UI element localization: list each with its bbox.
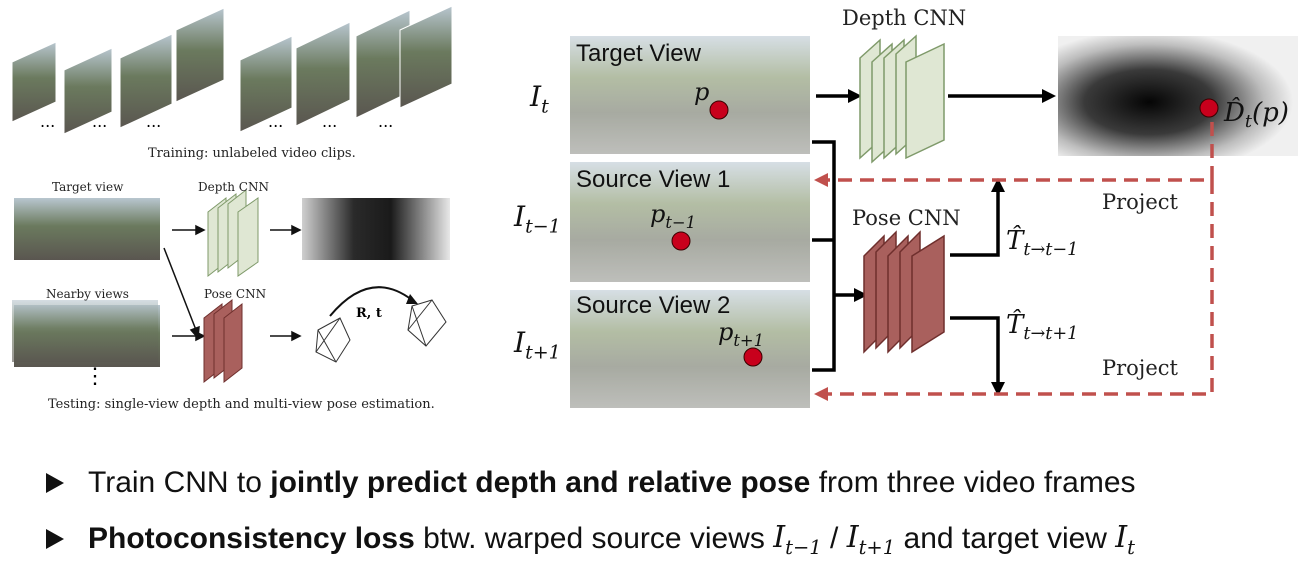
small-pose-cnn-label: Pose CNN — [204, 287, 267, 301]
bullet-1-text-bold: jointly predict depth and relative pose — [270, 466, 811, 499]
target-view-thumbnail — [14, 198, 160, 260]
small-pose-cnn — [203, 298, 243, 384]
point-p — [709, 100, 729, 120]
small-depth-map — [302, 198, 450, 260]
nearby-views-label: Nearby views — [46, 287, 129, 301]
ellipsis-1: ... — [40, 112, 56, 131]
bullet-2-text-mid: btw. warped source views — [414, 522, 774, 555]
depth-cnn-layers — [859, 34, 945, 164]
left-figure — [11, 5, 453, 384]
target-view-label: Target view — [52, 180, 124, 194]
bullet-1: Train CNN to jointly predict depth and r… — [40, 455, 1300, 511]
bullet-marker-icon — [46, 529, 64, 549]
target-view-image — [570, 36, 810, 154]
bullet-1-text-post: from three video frames — [810, 466, 1136, 499]
label-p-tp1: pt+1 — [718, 318, 764, 350]
source-view-1-title: Source View 1 — [576, 166, 731, 193]
pose-output-1: T̂t→t−1 — [1006, 226, 1079, 261]
pose-cnn-title: Pose CNN — [852, 206, 961, 230]
bullet-2-text-bold: Photoconsistency loss — [88, 522, 415, 555]
small-depth-cnn — [207, 188, 259, 278]
label-p-tm1: pt−1 — [650, 200, 696, 232]
vertical-dots: ⋮ — [84, 364, 106, 389]
bullet-1-text-pre: Train CNN to — [88, 466, 271, 499]
bullet-2-math-3: It — [1115, 519, 1135, 559]
rt-label: R, t — [356, 306, 382, 321]
training-clip-stack-2 — [239, 5, 453, 133]
ellipsis-4: ... — [268, 112, 284, 131]
depth-output-label: D̂t(p) — [1224, 98, 1289, 133]
target-view-wash — [570, 36, 810, 154]
target-view-title: Target View — [576, 40, 701, 67]
bullet-2-slash: / — [821, 522, 847, 555]
bullet-2: Photoconsistency loss btw. warped source… — [40, 511, 1300, 567]
pose-output-2: T̂t→t+1 — [1006, 310, 1079, 345]
bullet-2-math-1: It−1 — [773, 519, 822, 559]
nearby-view-thumbnail-2 — [12, 300, 158, 362]
point-p-tp1 — [743, 347, 763, 367]
point-p-tm1 — [671, 231, 691, 251]
bullet-list: Train CNN to jointly predict depth and r… — [40, 455, 1300, 567]
source-view-2-image — [570, 290, 810, 408]
project-label-bottom: Project — [1102, 356, 1178, 380]
point-depth — [1199, 98, 1219, 118]
projection-arrows — [826, 122, 1214, 396]
ellipsis-5: ... — [322, 112, 338, 131]
ellipsis-6: ... — [378, 112, 394, 131]
source-view-2-wash — [570, 290, 810, 408]
label-i-tp1: It+1 — [514, 326, 561, 364]
pose-cnn-layers — [863, 230, 945, 354]
depth-map-output — [1058, 36, 1298, 156]
left-arrows — [163, 224, 302, 342]
small-depth-cnn-label: Depth CNN — [198, 180, 269, 194]
ellipsis-3: ... — [146, 112, 162, 131]
pose-curve-arrowhead — [406, 294, 418, 304]
camera-pose-sketch — [315, 286, 447, 363]
bullet-2-text-mid2: and target view — [895, 522, 1116, 555]
ellipsis-2: ... — [92, 112, 108, 131]
depth-cnn-title: Depth CNN — [842, 6, 967, 30]
bullet-2-math-2: It+1 — [846, 519, 896, 559]
source-view-1-image — [570, 162, 810, 282]
label-p: p — [694, 78, 710, 106]
testing-caption: Testing: single-view depth and multi-vie… — [48, 397, 435, 412]
bullet-marker-icon — [46, 473, 64, 493]
label-i-t: It — [530, 80, 549, 118]
project-label-top: Project — [1102, 190, 1178, 214]
training-clip-stack-1 — [11, 7, 225, 135]
projection-arrowheads — [814, 173, 828, 401]
solid-arrowheads — [848, 89, 1056, 396]
right-figure — [570, 34, 1298, 408]
training-caption: Training: unlabeled video clips. — [148, 146, 356, 161]
solid-arrows — [812, 94, 1044, 384]
source-view-1-wash — [570, 162, 810, 282]
label-i-tm1: It−1 — [514, 200, 561, 238]
source-view-2-title: Source View 2 — [576, 292, 731, 319]
